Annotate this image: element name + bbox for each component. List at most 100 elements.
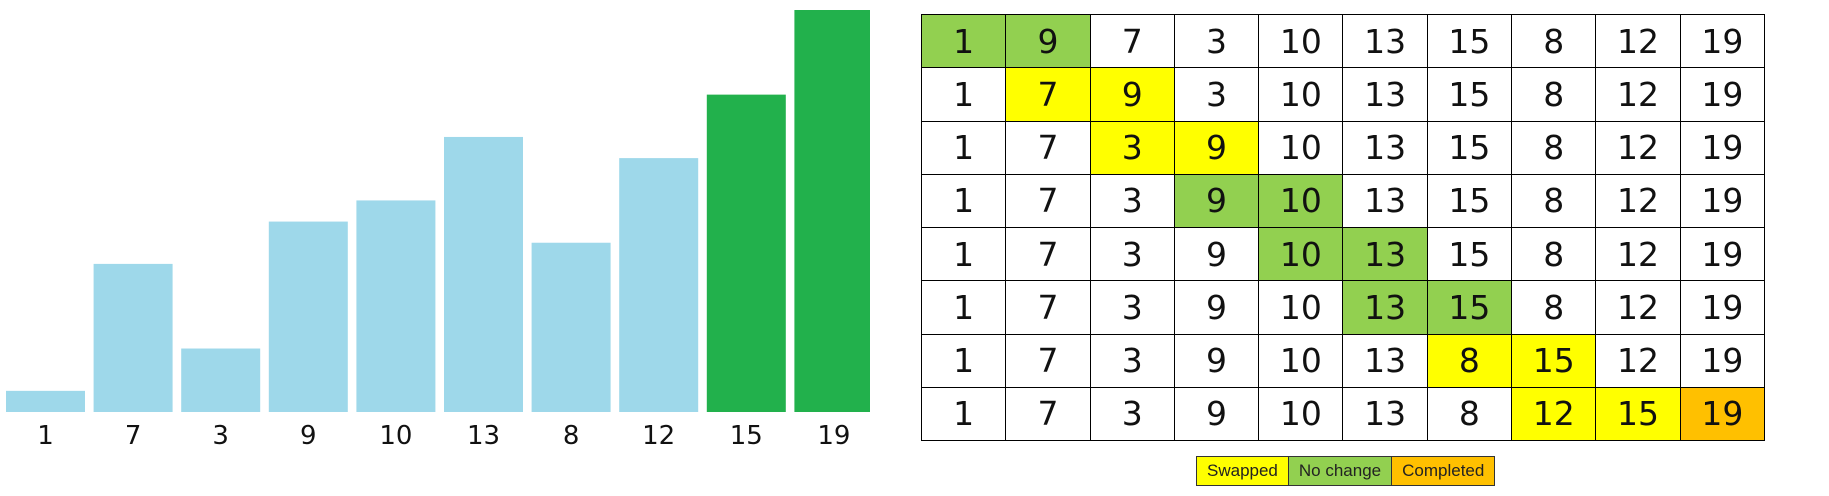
legend: Swapped No change Completed <box>1196 456 1496 486</box>
grid-row: 1 9 7 3 10 13 15 8 12 19 <box>920 13 1766 69</box>
grid-cell: 19 <box>1679 67 1766 122</box>
grid-cell: 13 <box>1342 386 1428 442</box>
grid-cell: 12 <box>1595 120 1681 175</box>
bar-tick-label: 10 <box>379 421 412 451</box>
grid-cell: 1 <box>920 280 1007 335</box>
grid-cell: 8 <box>1511 280 1597 335</box>
grid-cell: 3 <box>1089 386 1175 442</box>
bar-15 <box>706 94 786 412</box>
bar-tick-label: 13 <box>467 421 500 451</box>
grid-cell: 10 <box>1258 280 1344 335</box>
grid-cell: 7 <box>1005 120 1091 175</box>
grid-cell: 8 <box>1511 226 1597 282</box>
grid-cell: 3 <box>1089 333 1175 388</box>
bar-tick-label: 3 <box>212 421 229 451</box>
grid-cell: 7 <box>1089 13 1175 69</box>
grid-cell: 13 <box>1342 120 1428 175</box>
legend-completed: Completed <box>1392 457 1495 485</box>
legend-no-change: No change <box>1288 457 1393 485</box>
grid-cell: 8 <box>1511 67 1597 122</box>
bar-chart: 1 7 3 9 10 13 8 12 15 19 <box>6 10 870 451</box>
grid-cell: 1 <box>920 386 1007 442</box>
grid-cell: 3 <box>1089 120 1175 175</box>
bar-19 <box>794 10 870 412</box>
grid-cell: 9 <box>1173 386 1260 442</box>
bar-tick-label: 1 <box>37 421 54 451</box>
grid-cell: 3 <box>1173 13 1260 69</box>
grid-cell: 10 <box>1258 226 1344 282</box>
grid-cell: 9 <box>1005 13 1091 69</box>
grid-cell: 1 <box>920 120 1007 175</box>
grid-cell: 10 <box>1258 386 1344 442</box>
bar-7 <box>93 263 173 412</box>
grid-cell: 8 <box>1511 120 1597 175</box>
bar-13 <box>444 136 523 412</box>
grid-cell: 19 <box>1679 226 1766 282</box>
grid-row: 1 7 3 9 10 13 15 8 12 19 <box>920 173 1766 229</box>
grid-cell: 9 <box>1089 67 1175 122</box>
grid-cell: 13 <box>1342 226 1428 282</box>
grid-cell: 19 <box>1679 280 1766 335</box>
grid-cell: 15 <box>1595 386 1681 442</box>
grid-cell: 12 <box>1595 173 1681 229</box>
grid-cell: 19 <box>1679 333 1766 388</box>
grid-cell: 9 <box>1173 226 1260 282</box>
grid-cell: 8 <box>1426 333 1513 388</box>
grid-cell: 15 <box>1426 67 1513 122</box>
bar-9 <box>268 221 348 412</box>
grid-cell: 12 <box>1595 13 1681 69</box>
bubble-sort-grid: 1 9 7 3 10 13 15 8 12 19 1 7 9 3 10 13 15 8 12 19 1 7 3 9 10 13 15… <box>920 13 1766 442</box>
grid-cell: 10 <box>1258 13 1344 69</box>
grid-cell: 19 <box>1679 120 1766 175</box>
grid-cell: 12 <box>1595 333 1681 388</box>
grid-cell: 9 <box>1173 120 1260 175</box>
grid-cell: 19 <box>1679 386 1766 442</box>
grid-cell: 7 <box>1005 173 1091 229</box>
grid-cell: 12 <box>1595 280 1681 335</box>
bar-3 <box>181 348 261 412</box>
grid-cell: 12 <box>1595 226 1681 282</box>
grid-cell: 13 <box>1342 67 1428 122</box>
bar-tick-label: 8 <box>563 421 580 451</box>
grid-cell: 3 <box>1173 67 1260 122</box>
grid-cell: 7 <box>1005 386 1091 442</box>
grid-cell: 10 <box>1258 173 1344 229</box>
grid-cell: 8 <box>1426 386 1513 442</box>
grid-cell: 1 <box>920 226 1007 282</box>
grid-cell: 15 <box>1426 173 1513 229</box>
grid-row: 1 7 3 9 10 13 8 12 15 19 <box>920 386 1766 442</box>
bar-1 <box>6 390 85 412</box>
grid-cell: 3 <box>1089 173 1175 229</box>
grid-cell: 7 <box>1005 333 1091 388</box>
grid-cell: 15 <box>1426 120 1513 175</box>
grid-row: 1 7 3 9 10 13 8 15 12 19 <box>920 333 1766 388</box>
grid-cell: 15 <box>1511 333 1597 388</box>
bar-tick-label: 15 <box>730 421 763 451</box>
grid-cell: 15 <box>1426 13 1513 69</box>
grid-cell: 13 <box>1342 13 1428 69</box>
grid-cell: 13 <box>1342 333 1428 388</box>
grid-cell: 13 <box>1342 280 1428 335</box>
grid-cell: 3 <box>1089 280 1175 335</box>
grid-cell: 8 <box>1511 13 1597 69</box>
grid-cell: 9 <box>1173 280 1260 335</box>
grid-cell: 15 <box>1426 226 1513 282</box>
grid-cell: 9 <box>1173 173 1260 229</box>
bar-tick-label: 12 <box>642 421 675 451</box>
grid-cell: 1 <box>920 173 1007 229</box>
bar-tick-label: 9 <box>300 421 317 451</box>
grid-row: 1 7 3 9 10 13 15 8 12 19 <box>920 280 1766 335</box>
grid-cell: 7 <box>1005 280 1091 335</box>
grid-cell: 7 <box>1005 226 1091 282</box>
grid-cell: 19 <box>1679 13 1766 69</box>
grid-cell: 12 <box>1595 67 1681 122</box>
bar-12 <box>619 158 699 412</box>
grid-cell: 10 <box>1258 67 1344 122</box>
grid-cell: 1 <box>920 333 1007 388</box>
bar-tick-label: 19 <box>817 421 850 451</box>
grid-cell: 1 <box>920 67 1007 122</box>
grid-cell: 3 <box>1089 226 1175 282</box>
bar-8 <box>531 242 611 412</box>
bar-10 <box>356 200 436 412</box>
grid-cell: 8 <box>1511 173 1597 229</box>
